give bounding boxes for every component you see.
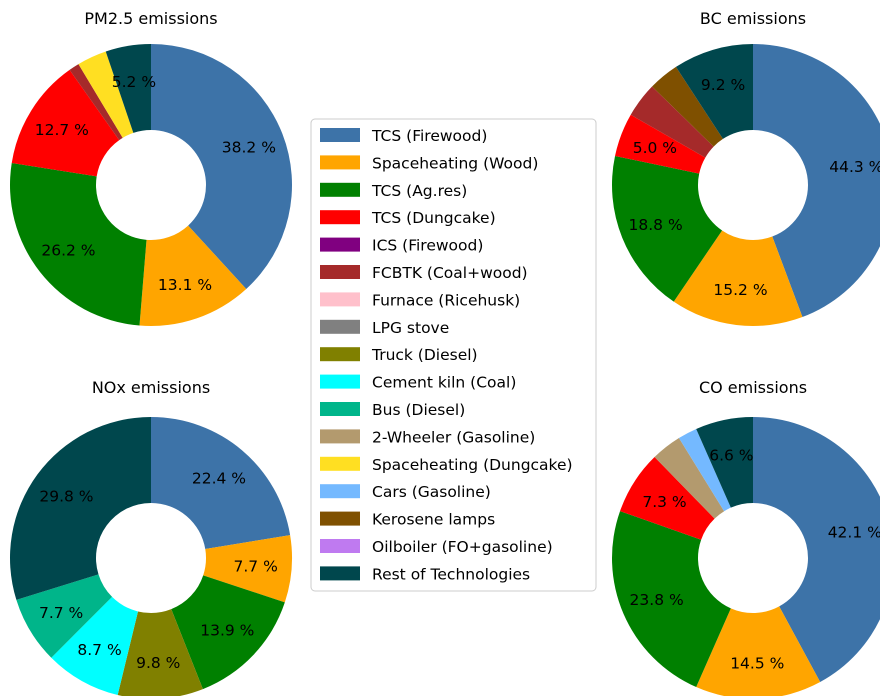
slice-tcs-dungcake bbox=[620, 457, 715, 540]
legend-label-cars-gasoline: Cars (Gasoline) bbox=[372, 483, 491, 501]
legend-label-cement-kiln-coal: Cement kiln (Coal) bbox=[372, 374, 516, 392]
legend-swatch-tcs-dungcake bbox=[320, 210, 360, 225]
slice-tcs-ag-res bbox=[612, 511, 731, 688]
legend-label-oilboiler-fo-gasoline: Oilboiler (FO+gasoline) bbox=[372, 538, 553, 556]
legend-swatch-truck-diesel bbox=[320, 347, 360, 362]
nox-donut-chart: NOx emissions 22.4 % 7.7 % 13.9 % 9.8 % 8.7 … bbox=[9, 378, 292, 696]
slice-label: 18.8 % bbox=[629, 216, 683, 234]
legend-swatch-ics-firewood bbox=[320, 237, 360, 252]
slice-tcs-firewood bbox=[753, 417, 880, 682]
slice-tcs-ag-res bbox=[171, 575, 285, 690]
slice-label: 9.2 % bbox=[701, 76, 745, 94]
slice-rest-of-technologies bbox=[105, 44, 151, 133]
legend-swatch-tcs-ag-res bbox=[320, 182, 360, 197]
slice-label: 38.2 % bbox=[222, 138, 276, 156]
slice-label: 7.7 % bbox=[39, 604, 83, 622]
slice-label: 5.2 % bbox=[112, 73, 156, 91]
legend-swatch-cement-kiln-coal bbox=[320, 374, 360, 389]
slice-label: 9.8 % bbox=[136, 654, 180, 672]
legend-swatch-lpg-stove bbox=[320, 319, 360, 334]
slice-spaceheating-dungcake bbox=[78, 51, 134, 138]
slice-rest-of-technologies bbox=[696, 417, 753, 508]
slice-label: 7.7 % bbox=[234, 558, 278, 576]
legend-label-2-wheeler-gasoline: 2-Wheeler (Gasoline) bbox=[372, 428, 535, 446]
legend-label-tcs-dungcake: TCS (Dungcake) bbox=[371, 209, 496, 227]
slice-label: 7.3 % bbox=[642, 493, 686, 511]
legend-swatch-2-wheeler-gasoline bbox=[320, 429, 360, 444]
slice-bus-diesel bbox=[16, 574, 113, 658]
slice-tcs-firewood bbox=[753, 44, 880, 318]
slice-rest-of-technologies bbox=[675, 44, 753, 139]
slice-fcbtk-coal-wood bbox=[630, 86, 714, 158]
legend-label-tcs-firewood: TCS (Firewood) bbox=[371, 127, 487, 145]
legend-swatch-fcbtk-coal-wood bbox=[320, 265, 360, 279]
slice-kerosene-lamps bbox=[652, 66, 723, 147]
slice-2-wheeler-gasoline bbox=[654, 438, 725, 519]
slice-label: 13.9 % bbox=[200, 622, 254, 640]
legend-swatch-tcs-firewood bbox=[320, 128, 360, 142]
slice-truck-diesel bbox=[117, 609, 203, 696]
slice-label: 14.5 % bbox=[730, 654, 784, 672]
slice-spaceheating-wood bbox=[139, 225, 247, 326]
slice-label: 22.4 % bbox=[192, 469, 246, 487]
co-donut-chart: CO emissions 42.1 % 14.5 % 23.8 % 7.3 % 6.6 … bbox=[612, 378, 880, 696]
legend-label-tcs-ag-res: TCS (Ag.res) bbox=[371, 182, 467, 200]
legend-label-truck-diesel: Truck (Diesel) bbox=[371, 346, 478, 364]
legend-label-ics-firewood: ICS (Firewood) bbox=[372, 237, 483, 255]
slice-tcs-ag-res bbox=[9, 162, 147, 326]
legend-label-furnace-ricehusk: Furnace (Ricehusk) bbox=[372, 291, 520, 309]
slice-label: 26.2 % bbox=[41, 241, 95, 259]
slice-fcbtk-coal-wood bbox=[69, 64, 123, 141]
slice-cement-kiln-coal bbox=[51, 596, 138, 696]
pm25-donut-chart: PM2.5 emissions 38.2 % 13.1 % 26.2 % 12.7 %… bbox=[9, 9, 292, 326]
co-chart-title: CO emissions bbox=[699, 378, 807, 397]
legend-swatch-spaceheating-dungcake bbox=[320, 456, 360, 471]
legend-label-spaceheating-dungcake: Spaceheating (Dungcake) bbox=[372, 456, 573, 474]
slice-tcs-firewood bbox=[151, 44, 292, 289]
slice-label: 44.3 % bbox=[829, 158, 880, 176]
slice-tcs-dungcake bbox=[615, 114, 706, 174]
nox-chart-title: NOx emissions bbox=[92, 378, 210, 397]
slice-spaceheating-wood bbox=[203, 535, 292, 603]
legend-label-lpg-stove: LPG stove bbox=[372, 319, 449, 337]
slice-tcs-ag-res bbox=[611, 155, 723, 302]
slice-label: 29.8 % bbox=[39, 487, 93, 505]
legend: TCS (Firewood) Spaceheating (Wood) TCS (Ag… bbox=[310, 118, 597, 592]
slice-tcs-firewood bbox=[151, 417, 291, 550]
legend-swatch-bus-diesel bbox=[320, 402, 360, 416]
slice-cars-gasoline bbox=[678, 428, 731, 512]
slice-label: 15.2 % bbox=[713, 281, 767, 299]
slice-spaceheating-wood bbox=[673, 230, 803, 326]
legend-label-spaceheating-wood: Spaceheating (Wood) bbox=[372, 154, 538, 172]
slice-spaceheating-wood bbox=[696, 606, 821, 696]
slice-rest-of-technologies bbox=[9, 417, 151, 600]
legend-label-kerosene-lamps: Kerosene lamps bbox=[372, 511, 495, 529]
legend-frame bbox=[310, 118, 597, 592]
legend-label-bus-diesel: Bus (Diesel) bbox=[372, 401, 465, 419]
slice-label: 13.1 % bbox=[158, 276, 212, 294]
bc-chart-title: BC emissions bbox=[700, 9, 806, 28]
pm25-chart-title: PM2.5 emissions bbox=[84, 9, 217, 28]
slice-label: 8.7 % bbox=[77, 641, 121, 659]
legend-label-rest-of-technologies: Rest of Technologies bbox=[372, 565, 530, 583]
slice-label: 6.6 % bbox=[709, 447, 753, 465]
slice-label: 23.8 % bbox=[630, 591, 684, 609]
slice-label: 5.0 % bbox=[633, 139, 677, 157]
legend-label-fcbtk-coal-wood: FCBTK (Coal+wood) bbox=[372, 264, 528, 282]
slice-tcs-dungcake bbox=[11, 69, 120, 177]
legend-swatch-kerosene-lamps bbox=[320, 511, 360, 526]
legend-swatch-furnace-ricehusk bbox=[320, 292, 360, 307]
slice-label: 12.7 % bbox=[35, 121, 89, 139]
legend-swatch-rest-of-technologies bbox=[320, 566, 360, 581]
legend-swatch-cars-gasoline bbox=[320, 484, 360, 499]
slice-label: 42.1 % bbox=[828, 524, 880, 542]
legend-swatch-oilboiler-fo-gasoline bbox=[320, 539, 360, 553]
bc-donut-chart: BC emissions 44.3 % 15.2 % 18.8 % 5.0 % 9.2 … bbox=[611, 9, 880, 326]
legend-swatch-spaceheating-wood bbox=[320, 155, 360, 170]
